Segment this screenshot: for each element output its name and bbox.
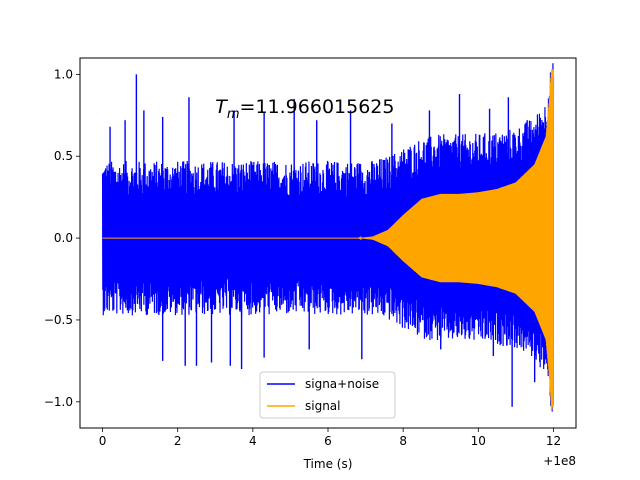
y-tick-label: 0.0 xyxy=(54,231,73,245)
x-tick-label: 6 xyxy=(324,434,332,448)
y-tick-label: −0.5 xyxy=(44,313,73,327)
x-tick-label: 0 xyxy=(99,434,107,448)
signal-line xyxy=(102,69,554,407)
x-offset-label: +1e8 xyxy=(543,454,576,468)
y-tick-label: 0.5 xyxy=(54,149,73,163)
x-tick-label: 2 xyxy=(174,434,182,448)
y-axis-ticks: −1.0 −0.5 0.0 0.5 1.0 xyxy=(44,67,80,409)
series-signal xyxy=(102,69,554,410)
legend-label-signal-noise: signa+noise xyxy=(305,377,379,391)
annotation-subscript: m xyxy=(227,107,240,122)
x-tick-label: 4 xyxy=(249,434,257,448)
x-tick-label: 10 xyxy=(471,434,486,448)
y-tick-label: −1.0 xyxy=(44,395,73,409)
x-tick-label: 8 xyxy=(399,434,407,448)
series-signal-noise xyxy=(101,63,555,412)
period-annotation: Tm=11.966015625 xyxy=(215,96,394,122)
x-tick-label: 12 xyxy=(546,434,561,448)
annotation-value: =11.966015625 xyxy=(240,96,395,118)
plot-area xyxy=(101,63,555,412)
x-axis-ticks: 0 2 4 6 8 10 12 xyxy=(99,428,561,448)
signal-noise-line xyxy=(101,63,555,412)
legend: signa+noise signal xyxy=(259,371,396,419)
x-axis-label: Time (s) xyxy=(303,457,353,471)
y-tick-label: 1.0 xyxy=(54,67,73,81)
annotation-symbol: T xyxy=(215,96,228,118)
legend-label-signal: signal xyxy=(305,399,341,413)
